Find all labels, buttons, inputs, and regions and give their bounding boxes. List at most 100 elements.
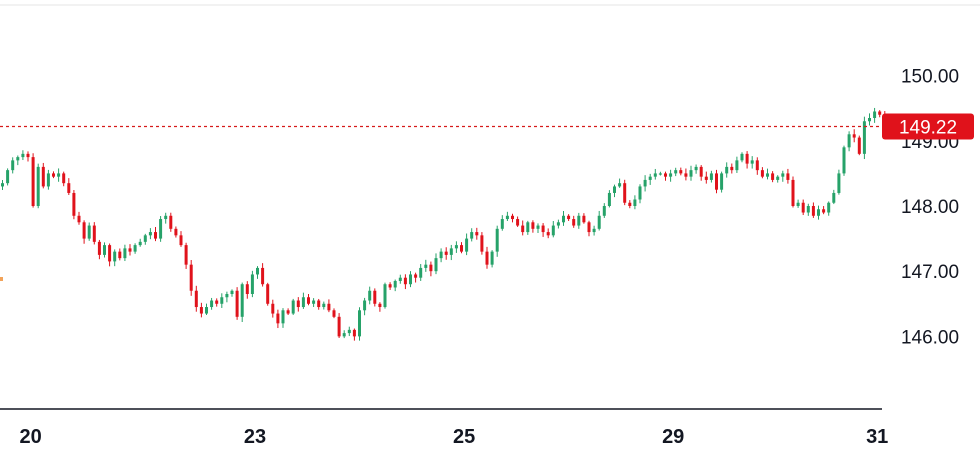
candle-body	[312, 300, 316, 304]
candle-body	[419, 267, 423, 278]
candle-body	[67, 183, 71, 193]
candle-body	[781, 173, 785, 177]
candle-body	[460, 245, 463, 252]
candle-body	[760, 170, 764, 177]
candle-body	[771, 173, 775, 180]
candle-body	[847, 134, 851, 148]
candle-body	[618, 183, 622, 187]
candle-body	[16, 157, 20, 161]
candle-body	[521, 225, 525, 233]
candle-body	[138, 241, 142, 246]
candle-body	[623, 183, 627, 203]
candle-body	[704, 176, 708, 180]
candle-body	[449, 248, 453, 255]
candle-body	[57, 173, 61, 177]
candle-body	[87, 225, 91, 239]
candle-body	[77, 215, 81, 223]
candle-body	[368, 290, 372, 301]
candle-body	[664, 173, 667, 177]
candle-body	[403, 277, 407, 285]
y-tick-label: 148.00	[901, 197, 959, 218]
candle-body	[715, 173, 718, 190]
candle-body	[169, 215, 173, 229]
candle-body	[470, 232, 474, 239]
current-price-badge	[882, 113, 974, 140]
candle-body	[822, 209, 826, 213]
candle-body	[796, 202, 800, 206]
candle-body	[536, 225, 540, 229]
candle-body	[648, 176, 652, 180]
current-price-value: 149.22	[899, 117, 957, 138]
candle-body	[592, 228, 596, 233]
candle-body	[154, 232, 157, 239]
candle-body	[689, 170, 693, 177]
candle-body	[638, 186, 642, 200]
candle-body	[189, 264, 193, 291]
candle-body	[613, 186, 616, 193]
candle-body	[46, 173, 50, 187]
candle-body	[271, 303, 275, 314]
candle-body	[643, 179, 647, 187]
candle-body	[26, 153, 30, 158]
candle-body	[148, 232, 152, 236]
candle-body	[352, 329, 356, 337]
candle-body	[240, 284, 244, 317]
candle-body	[373, 290, 377, 304]
candle-body	[322, 303, 326, 308]
candle-body	[235, 290, 239, 317]
candle-body	[546, 232, 550, 236]
candle-body	[725, 166, 729, 174]
candle-body	[730, 166, 734, 171]
candle-body	[735, 160, 739, 171]
candle-body	[556, 222, 560, 226]
candle-body	[577, 215, 581, 226]
candle-body	[230, 290, 234, 294]
candle-body	[832, 192, 836, 203]
candle-body	[179, 235, 183, 246]
candle-body	[842, 147, 846, 174]
candle-body	[607, 192, 611, 206]
candle-body	[531, 222, 535, 229]
candle-body	[582, 215, 586, 223]
candle-body	[505, 215, 509, 220]
candle-body	[745, 153, 749, 164]
candle-body	[674, 170, 678, 174]
candle-body	[36, 166, 40, 206]
candle-body	[393, 280, 397, 288]
candle-body	[97, 241, 101, 255]
x-axis-ticks: 20 23 25 29 31	[19, 426, 888, 448]
candle-body	[485, 251, 489, 265]
candle-body	[454, 245, 458, 249]
candle-body	[82, 222, 86, 239]
candle-body	[225, 294, 229, 298]
candle-body	[567, 215, 571, 220]
candle-body	[862, 121, 866, 154]
candle-body	[811, 206, 815, 216]
candle-body	[92, 225, 96, 242]
candle-body	[740, 153, 744, 161]
candle-body	[103, 245, 106, 255]
candle-body	[332, 310, 336, 317]
candle-body	[669, 173, 673, 177]
x-tick-label: 20	[19, 426, 41, 448]
candle-body	[398, 277, 402, 281]
candle-body	[1, 183, 4, 187]
candle-body	[755, 160, 759, 171]
candle-body	[720, 173, 724, 190]
candle-body	[562, 215, 565, 223]
candle-body	[873, 111, 877, 118]
candle-body	[597, 215, 601, 229]
candle-body	[286, 310, 290, 314]
x-tick-label: 23	[244, 426, 266, 448]
candle-body	[587, 222, 591, 233]
candle-body	[159, 219, 163, 239]
candle-body	[245, 284, 249, 294]
candle-body	[21, 153, 25, 158]
candle-body	[281, 310, 285, 324]
candle-body	[199, 307, 203, 314]
candle-body	[684, 173, 688, 177]
candle-body	[342, 333, 346, 337]
candle-body	[327, 303, 331, 311]
candle-body	[261, 267, 265, 285]
candle-body	[205, 307, 208, 314]
